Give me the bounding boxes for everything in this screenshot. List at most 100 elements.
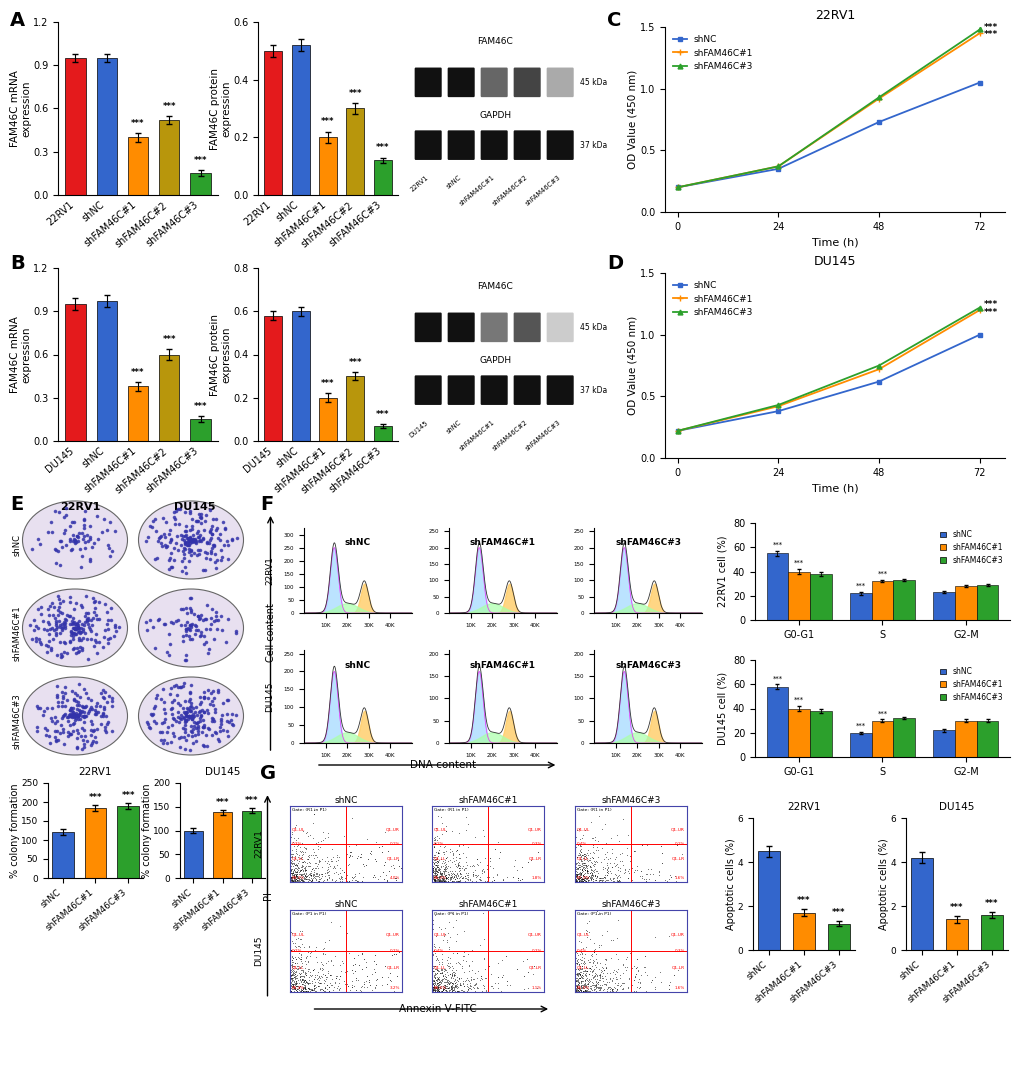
Text: 0.3%: 0.3%	[531, 843, 541, 847]
Point	[569, 860, 585, 877]
Point	[580, 867, 596, 884]
Point	[282, 849, 299, 866]
Point	[572, 865, 588, 882]
Point	[176, 741, 193, 758]
Point	[594, 873, 610, 890]
Point	[98, 715, 114, 732]
Point	[447, 866, 464, 883]
Point	[568, 872, 584, 889]
Point	[49, 688, 65, 705]
Point	[441, 840, 458, 858]
Text: ***: ***	[984, 898, 998, 908]
Point	[567, 865, 583, 882]
Point	[287, 973, 304, 991]
Point	[96, 701, 112, 718]
Point	[616, 860, 633, 877]
Point	[428, 868, 444, 885]
Point	[438, 860, 454, 877]
Point	[48, 541, 64, 559]
Point	[81, 611, 97, 628]
Point	[300, 982, 316, 999]
Point	[433, 858, 449, 875]
Ellipse shape	[139, 501, 244, 579]
Point	[296, 979, 312, 996]
Point	[287, 938, 304, 955]
Point	[291, 873, 308, 890]
Point	[586, 952, 602, 969]
Point	[300, 848, 316, 865]
Point	[572, 873, 588, 890]
Point	[572, 836, 588, 853]
Point	[593, 869, 609, 887]
Point	[58, 498, 74, 516]
Point	[177, 534, 194, 551]
Text: Q1-UL: Q1-UL	[292, 828, 306, 831]
Bar	[242, 810, 261, 878]
Point	[428, 964, 444, 981]
Point	[435, 798, 451, 815]
Point	[282, 861, 299, 878]
Point	[439, 974, 455, 992]
Point	[63, 708, 79, 725]
Point	[442, 980, 459, 997]
Text: ***: ***	[162, 334, 176, 343]
Point	[439, 863, 455, 880]
Point	[433, 865, 449, 882]
Point	[73, 624, 90, 641]
Point	[283, 848, 300, 865]
Point	[441, 958, 458, 976]
Point	[223, 712, 239, 729]
Point	[297, 844, 313, 861]
Point	[307, 872, 323, 889]
Point	[227, 625, 244, 642]
Point	[424, 981, 440, 998]
Point	[320, 835, 336, 852]
Point	[48, 626, 64, 643]
Point	[426, 982, 442, 999]
Point	[53, 649, 69, 666]
Text: Q1-LR: Q1-LR	[528, 857, 541, 861]
Point	[284, 872, 301, 889]
Y-axis label: Apoptotic cells (%): Apoptotic cells (%)	[878, 838, 889, 929]
Point	[435, 870, 451, 888]
Point	[288, 845, 305, 862]
Point	[82, 621, 98, 638]
Point	[461, 872, 477, 889]
Point	[597, 974, 613, 992]
Point	[52, 533, 68, 550]
Point	[294, 971, 311, 988]
Point	[330, 869, 346, 887]
Point	[209, 611, 225, 628]
Point	[334, 954, 351, 971]
Point	[427, 872, 443, 889]
Point	[324, 848, 340, 865]
Point	[286, 867, 303, 884]
Point	[586, 867, 602, 884]
Point	[93, 685, 109, 702]
Point	[51, 598, 67, 615]
Point	[198, 506, 214, 523]
Point	[427, 966, 443, 983]
Point	[431, 873, 447, 890]
Point	[570, 845, 586, 862]
Point	[669, 962, 686, 979]
Point	[298, 948, 314, 965]
Point	[306, 977, 322, 994]
Point	[568, 873, 584, 890]
Point	[283, 976, 300, 993]
Point	[192, 508, 208, 525]
Point	[64, 706, 81, 724]
Point	[437, 976, 453, 993]
Point	[569, 873, 585, 890]
Point	[315, 956, 331, 973]
Point	[168, 534, 184, 551]
Point	[597, 959, 613, 977]
Point	[426, 981, 442, 998]
Point	[574, 968, 590, 985]
Point	[319, 861, 335, 878]
Point	[444, 846, 461, 863]
Point	[437, 869, 453, 887]
Point	[591, 967, 607, 984]
Point	[575, 872, 591, 889]
Point	[535, 862, 551, 879]
